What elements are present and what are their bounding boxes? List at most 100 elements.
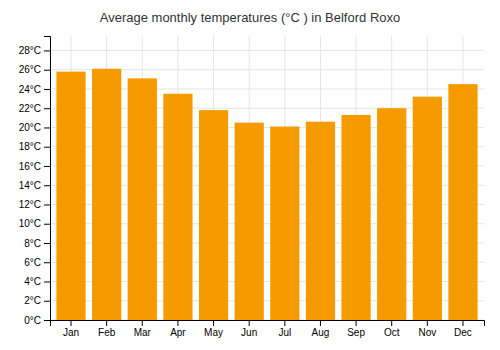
x-tick: Feb bbox=[98, 320, 116, 338]
x-tick-label: Nov bbox=[418, 327, 436, 338]
bar bbox=[92, 69, 121, 320]
y-tick-label: 24°C bbox=[19, 84, 41, 95]
x-tick-label: Jun bbox=[241, 327, 257, 338]
y-tick-mark bbox=[44, 89, 50, 90]
x-tick-mark bbox=[462, 320, 463, 326]
y-tick-mark bbox=[44, 127, 50, 128]
x-tick-label: Jan bbox=[63, 327, 79, 338]
x-tick: Nov bbox=[418, 320, 436, 338]
bar bbox=[199, 110, 228, 320]
x-tick-mark bbox=[249, 320, 250, 326]
x-tick: Dec bbox=[454, 320, 472, 338]
x-tick: Oct bbox=[384, 320, 400, 338]
y-tick: 6°C bbox=[24, 257, 50, 268]
x-tick-label: Mar bbox=[134, 327, 152, 338]
bar bbox=[413, 97, 442, 320]
y-tick: 10°C bbox=[19, 218, 50, 229]
y-tick-mark bbox=[44, 147, 50, 148]
y-tick-label: 12°C bbox=[19, 199, 41, 210]
y-tick: 4°C bbox=[24, 276, 50, 287]
y-tick-label: 6°C bbox=[24, 257, 41, 268]
y-tick: 2°C bbox=[24, 295, 50, 306]
x-tick-label: Aug bbox=[312, 327, 330, 338]
x-tick-mark bbox=[391, 320, 392, 326]
x-tick-mark bbox=[320, 320, 321, 326]
y-tick-mark bbox=[44, 70, 50, 71]
x-tick-label: Dec bbox=[454, 327, 472, 338]
y-tick-label: 22°C bbox=[19, 103, 41, 114]
x-tick-label: Sep bbox=[347, 327, 365, 338]
x-tick: Apr bbox=[170, 320, 186, 338]
y-tick: 8°C bbox=[24, 238, 50, 249]
x-tick: May bbox=[204, 320, 223, 338]
y-tick-mark bbox=[44, 204, 50, 205]
bar bbox=[306, 122, 335, 320]
x-tick-mark bbox=[71, 320, 72, 326]
x-tick-label: Apr bbox=[170, 327, 186, 338]
bar bbox=[56, 72, 85, 320]
y-tick-label: 4°C bbox=[24, 276, 41, 287]
bar bbox=[377, 108, 406, 320]
y-tick: 24°C bbox=[19, 84, 50, 95]
y-tick-label: 18°C bbox=[19, 141, 41, 152]
x-axis: Jan Feb Mar Apr May Jun Jul Aug Sep Oct Nov Dec bbox=[51, 320, 485, 338]
y-tick-mark bbox=[44, 262, 50, 263]
y-tick-mark bbox=[44, 281, 50, 282]
y-tick: 22°C bbox=[19, 103, 50, 114]
x-tick-mark bbox=[284, 320, 285, 326]
x-tick-label: May bbox=[204, 327, 223, 338]
x-tick-label: Oct bbox=[384, 327, 400, 338]
y-axis-line bbox=[44, 37, 51, 321]
grid bbox=[50, 36, 484, 320]
y-tick-label: 16°C bbox=[19, 161, 41, 172]
x-tick-label: Jul bbox=[278, 327, 291, 338]
x-tick-mark bbox=[356, 320, 357, 326]
y-tick-label: 14°C bbox=[19, 180, 41, 191]
x-tick: Aug bbox=[312, 320, 330, 338]
x-tick: Jan bbox=[63, 320, 79, 338]
y-tick-label: 28°C bbox=[19, 45, 41, 56]
bar bbox=[448, 84, 477, 320]
y-tick-mark bbox=[44, 243, 50, 244]
bar bbox=[128, 78, 157, 320]
x-tick: Jun bbox=[241, 320, 257, 338]
x-tick: Sep bbox=[347, 320, 365, 338]
y-tick: 28°C bbox=[19, 45, 50, 56]
x-tick: Mar bbox=[134, 320, 152, 338]
y-tick-mark bbox=[44, 185, 50, 186]
y-tick-mark bbox=[44, 50, 50, 51]
y-tick: 14°C bbox=[19, 180, 50, 191]
x-tick-mark bbox=[427, 320, 428, 326]
plot-area: 0°C 2°C 4°C 6°C 8°C 10°C 12°C 14°C 16°C 18°C 20°C 2… bbox=[19, 36, 485, 338]
x-tick-label: Feb bbox=[98, 327, 116, 338]
y-tick-label: 10°C bbox=[19, 218, 41, 229]
y-axis: 0°C 2°C 4°C 6°C 8°C 10°C 12°C 14°C 16°C 18°C 20°C 2… bbox=[19, 37, 51, 326]
y-tick: 20°C bbox=[19, 122, 50, 133]
x-tick: Jul bbox=[278, 320, 291, 338]
grid-line bbox=[50, 50, 484, 51]
y-tick-label: 26°C bbox=[19, 64, 41, 75]
y-tick-label: 20°C bbox=[19, 122, 41, 133]
x-tick-mark bbox=[142, 320, 143, 326]
bar bbox=[341, 115, 370, 320]
y-tick-mark bbox=[44, 108, 50, 109]
y-tick: 16°C bbox=[19, 161, 50, 172]
x-tick-mark bbox=[177, 320, 178, 326]
y-tick-label: 0°C bbox=[24, 315, 41, 326]
y-tick-label: 2°C bbox=[24, 295, 41, 306]
x-axis-line bbox=[51, 321, 485, 327]
y-tick: 12°C bbox=[19, 199, 50, 210]
bar bbox=[270, 126, 299, 320]
y-tick-label: 8°C bbox=[24, 238, 41, 249]
bars bbox=[56, 69, 477, 320]
chart: 0°C 2°C 4°C 6°C 8°C 10°C 12°C 14°C 16°C 18°C 20°C 2… bbox=[0, 0, 500, 350]
x-tick-mark bbox=[213, 320, 214, 326]
y-tick-mark bbox=[44, 301, 50, 302]
y-tick: 0°C bbox=[24, 315, 50, 326]
bar bbox=[163, 94, 192, 320]
bar bbox=[235, 123, 264, 320]
y-tick-mark bbox=[44, 320, 50, 321]
y-tick: 18°C bbox=[19, 141, 50, 152]
y-tick-mark bbox=[44, 224, 50, 225]
x-tick-mark bbox=[106, 320, 107, 326]
